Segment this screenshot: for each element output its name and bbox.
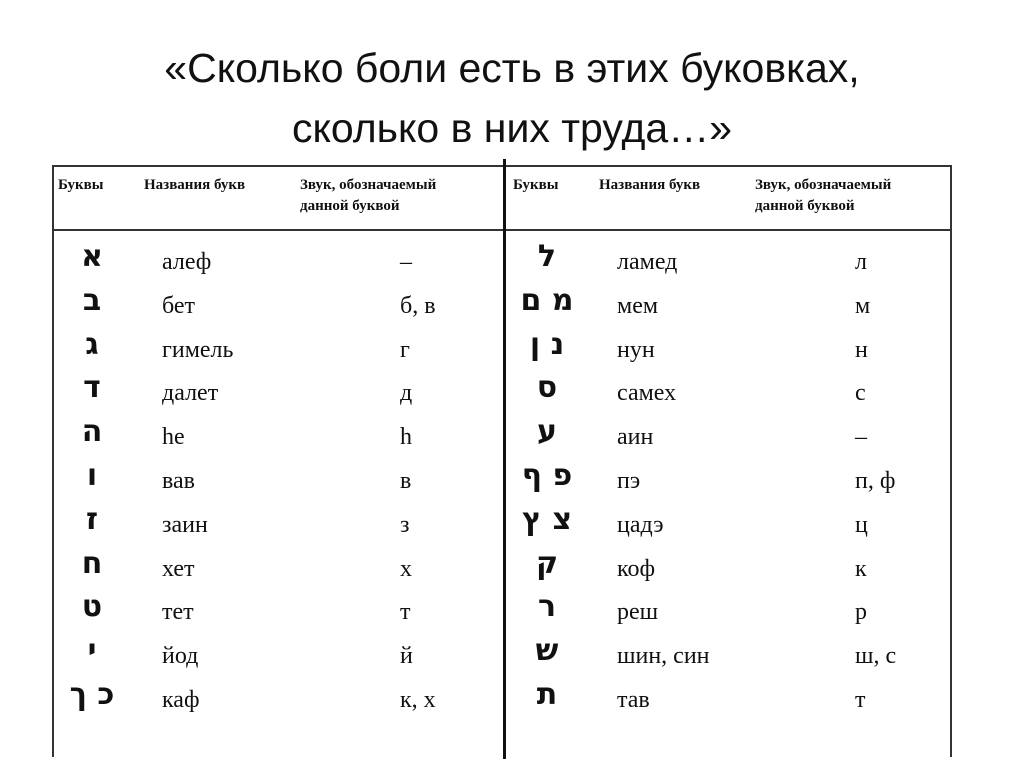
hebrew-letter: ר [537,589,557,625]
hebrew-letter: ע [537,414,557,450]
letter-sound: – [400,249,412,275]
letter-sound: т [400,599,411,626]
letter-name: нун [617,336,655,363]
hebrew-alphabet-table: Буквы Названия букв Звук, обозначаемый данн… [52,159,952,759]
hebrew-letter: נ ן [529,326,565,362]
hebrew-letter: כ ך [69,677,115,712]
letter-sound: н [855,336,868,363]
letter-name: йод [162,643,199,670]
letter-sound: б, в [400,292,436,319]
hebrew-letter: ח [81,545,103,581]
center-divider [503,159,506,759]
letter-sound: х [400,555,412,582]
letter-name: бет [162,292,196,319]
letter-name: цадэ [617,511,664,538]
letter-name: тав [617,687,650,713]
hebrew-letter: ט [81,589,103,625]
hebrew-letter: י [87,633,97,669]
letter-name: ламед [617,249,678,275]
letter-sound: h [400,424,412,451]
hebrew-letter: ו [86,458,98,493]
letter-name: аин [617,424,654,451]
letter-sound: р [855,599,867,626]
letter-sound: з [400,511,410,538]
header-sound: Звук, обозначаемый [755,177,892,193]
hebrew-letter: א [81,239,103,274]
header-names: Названия букв [599,177,701,193]
header-divider [54,229,950,231]
letter-sound: й [400,643,413,670]
letter-name: тет [162,599,194,626]
letter-name: самех [617,380,677,407]
hebrew-letter: ת [536,677,558,712]
title-line-1: «Сколько боли есть в этих буковках, [164,45,860,91]
letter-name: мем [617,292,659,319]
hebrew-letter: ס [536,370,558,406]
letter-sound: – [855,424,867,451]
letter-sound: л [855,249,867,275]
hebrew-letter: מ ם [520,282,574,318]
hebrew-letter: צ ץ [522,501,572,537]
letter-name: коф [617,555,655,582]
header-sound-2: данной буквой [300,198,400,214]
letter-name: вав [162,468,195,494]
letter-name: алеф [162,249,212,275]
slide-title: «Сколько боли есть в этих буковках, скол… [0,38,1024,158]
header-letters: Буквы [58,177,104,193]
hebrew-letter: ה [81,414,103,450]
header-sound: Звук, обозначаемый [300,177,437,193]
hebrew-letter: ז [85,501,98,537]
title-line-2: сколько в них труда…» [291,105,733,151]
letter-name: далет [162,380,219,407]
letter-name: заин [162,511,208,538]
hebrew-letter: ק [535,545,559,581]
letter-sound: м [855,292,871,319]
letter-sound: д [400,380,413,407]
letter-sound: г [400,336,410,363]
letter-sound: к, х [400,687,436,713]
letter-sound: п, ф [855,468,896,494]
letter-name: he [162,424,185,451]
letter-name: пэ [617,468,641,494]
letter-sound: ш, с [855,643,897,670]
letter-name: каф [162,687,200,713]
letter-sound: т [855,687,866,713]
hebrew-letter: ב [82,282,102,318]
letter-name: реш [617,599,659,626]
hebrew-letter: ל [537,239,557,274]
letter-name: гимель [162,336,234,363]
hebrew-letter: ג [85,326,99,362]
letter-sound: в [400,468,412,494]
letter-sound: с [855,380,866,407]
header-sound-2: данной буквой [755,198,855,214]
hebrew-letter: ש [535,633,559,669]
hebrew-letter: פ ף [521,458,573,493]
header-names: Названия букв [144,177,246,193]
letter-sound: к [855,555,867,582]
header-letters: Буквы [513,177,559,193]
hebrew-letter: ד [83,370,101,406]
letter-name: шин, син [617,643,710,670]
letter-sound: ц [855,511,868,538]
letter-name: хет [162,555,195,582]
